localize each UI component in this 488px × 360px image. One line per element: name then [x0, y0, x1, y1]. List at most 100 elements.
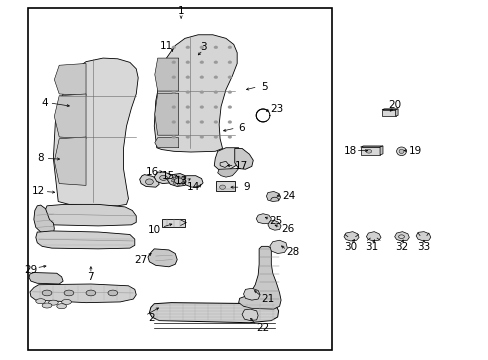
Polygon shape: [238, 246, 281, 309]
Polygon shape: [220, 161, 228, 167]
Polygon shape: [381, 109, 397, 110]
Ellipse shape: [173, 182, 176, 184]
Ellipse shape: [213, 121, 217, 123]
Ellipse shape: [213, 91, 217, 94]
Ellipse shape: [213, 76, 217, 78]
Text: 8: 8: [37, 153, 44, 163]
Polygon shape: [343, 231, 358, 241]
Polygon shape: [148, 249, 177, 267]
Ellipse shape: [173, 177, 176, 179]
Polygon shape: [154, 172, 172, 184]
Ellipse shape: [213, 46, 217, 49]
Polygon shape: [155, 138, 178, 148]
Ellipse shape: [219, 185, 225, 189]
Ellipse shape: [171, 135, 175, 138]
Polygon shape: [53, 58, 138, 206]
Text: 28: 28: [286, 247, 299, 257]
Ellipse shape: [200, 91, 203, 94]
Bar: [216, 181, 234, 192]
Ellipse shape: [213, 105, 217, 108]
Ellipse shape: [171, 61, 175, 64]
Text: 11: 11: [160, 41, 173, 50]
Ellipse shape: [177, 176, 180, 178]
Polygon shape: [266, 192, 280, 202]
Ellipse shape: [86, 290, 96, 296]
Text: 7: 7: [87, 272, 94, 282]
Bar: [360, 147, 379, 155]
Ellipse shape: [174, 178, 183, 184]
Ellipse shape: [213, 61, 217, 64]
Ellipse shape: [185, 46, 189, 49]
Polygon shape: [366, 231, 380, 241]
Text: 4: 4: [41, 98, 48, 108]
Ellipse shape: [171, 46, 175, 49]
Bar: [161, 219, 184, 226]
Text: 25: 25: [269, 216, 282, 226]
Polygon shape: [183, 176, 203, 187]
Ellipse shape: [200, 121, 203, 123]
Ellipse shape: [185, 135, 189, 138]
Ellipse shape: [200, 46, 203, 49]
Ellipse shape: [42, 303, 52, 308]
Text: 13: 13: [174, 176, 187, 186]
Ellipse shape: [227, 61, 231, 64]
Text: 24: 24: [281, 191, 294, 201]
Ellipse shape: [213, 135, 217, 138]
Polygon shape: [360, 146, 382, 147]
Text: 3: 3: [199, 42, 206, 52]
Ellipse shape: [36, 299, 45, 304]
Polygon shape: [29, 273, 63, 284]
Text: 10: 10: [147, 225, 161, 235]
Polygon shape: [36, 231, 135, 249]
Ellipse shape: [181, 177, 184, 179]
Ellipse shape: [227, 46, 231, 49]
Ellipse shape: [171, 76, 175, 78]
Polygon shape: [167, 174, 188, 186]
Text: 6: 6: [238, 123, 245, 133]
Ellipse shape: [108, 290, 118, 296]
Polygon shape: [43, 204, 136, 226]
Ellipse shape: [48, 300, 58, 305]
Polygon shape: [217, 168, 238, 177]
Ellipse shape: [159, 175, 167, 180]
Text: 21: 21: [261, 294, 274, 304]
Polygon shape: [234, 148, 253, 169]
Bar: [381, 110, 395, 116]
Text: 27: 27: [134, 255, 147, 265]
Ellipse shape: [183, 180, 185, 182]
Polygon shape: [256, 214, 271, 224]
Polygon shape: [54, 63, 86, 96]
Polygon shape: [394, 231, 408, 241]
Text: 18: 18: [344, 145, 357, 156]
Text: 33: 33: [416, 242, 430, 252]
Ellipse shape: [171, 121, 175, 123]
Text: 23: 23: [270, 104, 283, 114]
Ellipse shape: [185, 76, 189, 78]
Polygon shape: [34, 205, 54, 234]
Text: 19: 19: [407, 145, 421, 156]
Ellipse shape: [171, 91, 175, 94]
Polygon shape: [149, 303, 278, 323]
Text: 9: 9: [243, 182, 250, 192]
Ellipse shape: [185, 105, 189, 108]
Polygon shape: [155, 58, 178, 91]
Polygon shape: [154, 35, 237, 152]
Ellipse shape: [200, 76, 203, 78]
Polygon shape: [54, 94, 86, 139]
Text: 12: 12: [32, 186, 45, 197]
Text: 22: 22: [256, 323, 269, 333]
Text: 30: 30: [344, 242, 357, 252]
Ellipse shape: [171, 180, 174, 182]
Ellipse shape: [200, 105, 203, 108]
Text: 2: 2: [148, 313, 155, 323]
Ellipse shape: [200, 135, 203, 138]
Polygon shape: [379, 146, 382, 155]
Text: 20: 20: [387, 100, 401, 110]
Ellipse shape: [185, 91, 189, 94]
Polygon shape: [267, 220, 281, 230]
Polygon shape: [242, 309, 258, 320]
Ellipse shape: [145, 179, 153, 185]
Ellipse shape: [64, 290, 74, 296]
Polygon shape: [243, 288, 260, 300]
Ellipse shape: [398, 149, 403, 153]
